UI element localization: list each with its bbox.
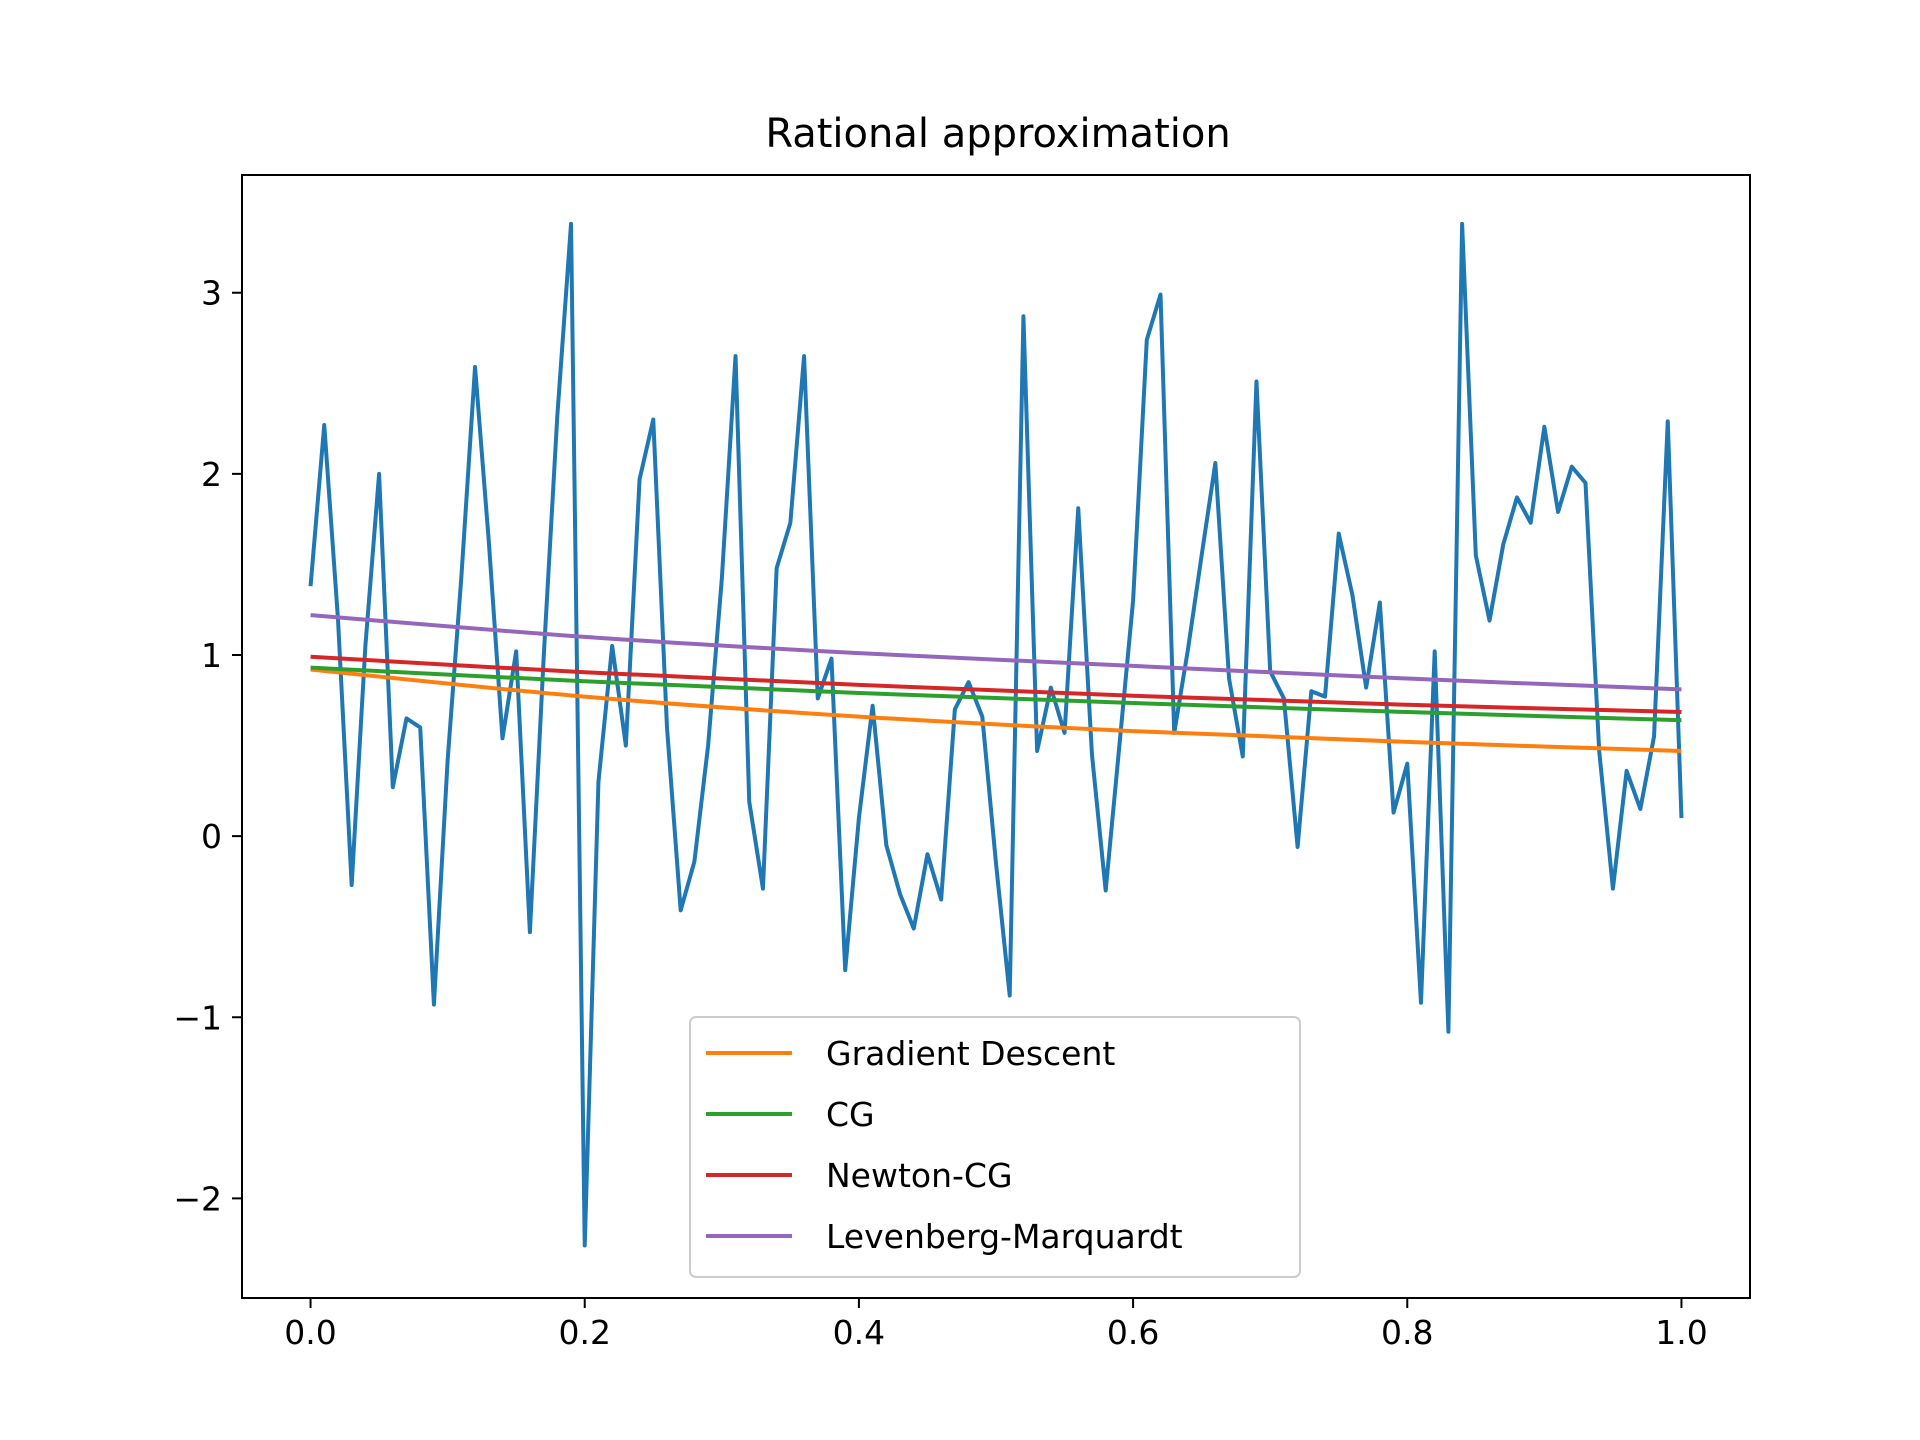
x-tick-label: 1.0 <box>1655 1313 1707 1352</box>
series-line-2 <box>310 654 1682 715</box>
plot-area <box>308 221 1684 1248</box>
axes-frame <box>241 174 1751 1299</box>
plot-lines <box>308 221 1684 1248</box>
x-tick-label: 0.0 <box>284 1313 336 1352</box>
y-tick-label: 0 <box>201 817 222 856</box>
x-tick-label: 0.6 <box>1107 1313 1159 1352</box>
legend-label: Gradient Descent <box>826 1034 1115 1073</box>
legend-label: CG <box>826 1095 875 1134</box>
series-line-3 <box>310 613 1682 692</box>
y-tick-label: −1 <box>173 998 222 1037</box>
legend-box <box>689 1016 1301 1278</box>
y-tick-label: −2 <box>173 1179 222 1218</box>
legend-label: Newton-CG <box>826 1156 1013 1195</box>
x-tick-label: 0.4 <box>833 1313 885 1352</box>
data-line <box>308 221 1684 1248</box>
y-tick-label: 3 <box>201 274 222 313</box>
x-tick-label: 0.2 <box>558 1313 610 1352</box>
axes: 0.0 0.2 0.4 0.6 0.8 1.0 −2 −1 0 1 2 3 <box>173 174 1751 1352</box>
y-tick-label: 2 <box>201 455 222 494</box>
series-line-1 <box>310 665 1682 723</box>
chart-title: Rational approximation <box>765 111 1230 157</box>
x-tick-label: 0.8 <box>1381 1313 1433 1352</box>
legend-label: Levenberg-Marquardt <box>826 1217 1183 1256</box>
legend: Gradient Descent CG Newton-CG Levenberg-Mar… <box>689 1016 1301 1278</box>
y-tick-label: 1 <box>201 636 222 675</box>
series-line-0 <box>310 667 1682 753</box>
